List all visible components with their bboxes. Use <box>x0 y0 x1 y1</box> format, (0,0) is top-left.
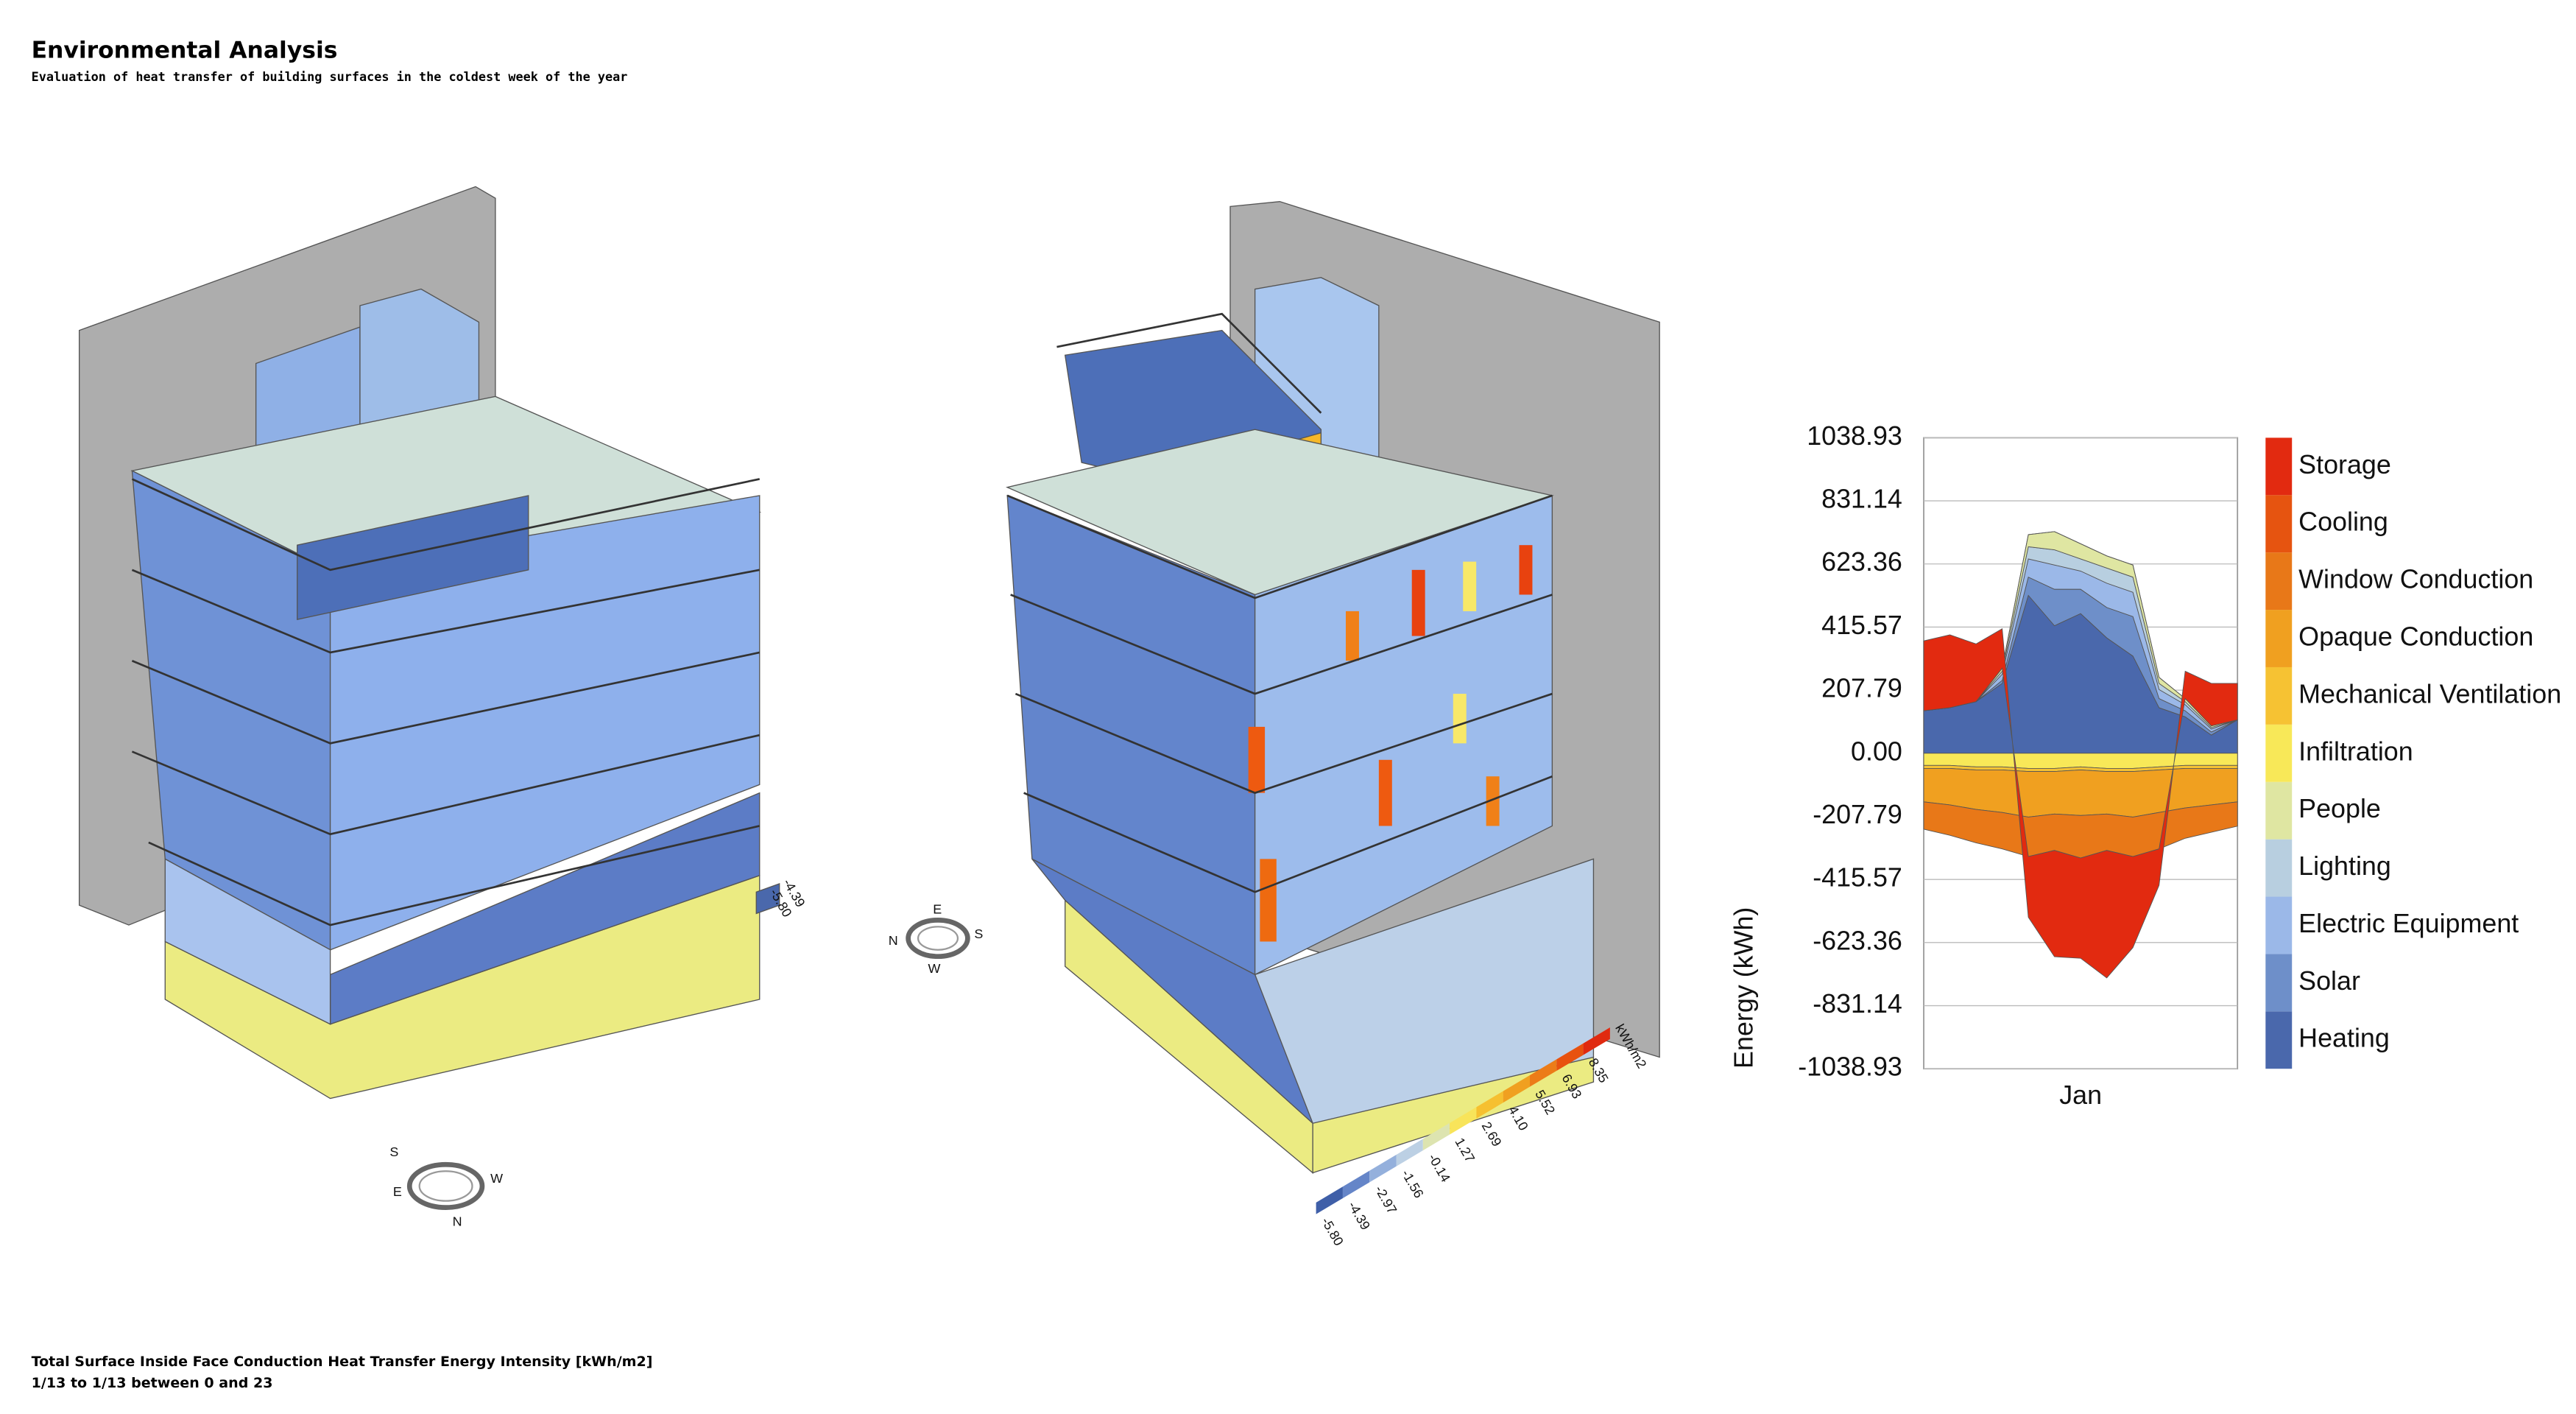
right-compass <box>906 917 970 960</box>
compass-label: N <box>889 933 898 948</box>
y-tick-label: -207.79 <box>1813 800 1902 829</box>
legend-label: Mechanical Ventilation <box>2298 679 2561 708</box>
y-tick-label: 415.57 <box>1821 611 1902 640</box>
compass-label: W <box>928 961 941 976</box>
ramp-label: 1.27 <box>1452 1135 1478 1164</box>
compass-label: S <box>389 1144 398 1159</box>
y-tick-label: 1038.93 <box>1807 421 1902 451</box>
area <box>1923 627 2238 979</box>
ramp-swatch <box>1529 1059 1557 1087</box>
ramp-swatch <box>1503 1074 1530 1103</box>
y-tick-label: -1038.93 <box>1798 1052 1902 1082</box>
y-tick-label: -623.36 <box>1813 926 1902 955</box>
y-tick-label: 207.79 <box>1821 674 1902 703</box>
compass-label: W <box>490 1171 503 1186</box>
ramp-swatch <box>1556 1043 1584 1072</box>
legend-label: Storage <box>2298 450 2391 479</box>
ramp-swatch <box>1422 1122 1450 1151</box>
y-tick-label: 623.36 <box>1821 547 1902 577</box>
x-tick-label: Jan <box>2059 1080 2102 1110</box>
legend-label: Electric Equipment <box>2298 909 2519 938</box>
left-building <box>78 186 780 1100</box>
legend-swatch <box>2265 724 2293 782</box>
compass-label: E <box>933 901 942 916</box>
y-tick-label: -415.57 <box>1813 863 1902 893</box>
legend-swatch <box>2265 839 2293 897</box>
legend-swatch <box>2265 552 2293 611</box>
subtitle: Evaluation of heat transfer of building … <box>32 69 628 84</box>
left-compass <box>406 1161 485 1210</box>
ramp-swatch <box>1316 1186 1343 1214</box>
legend-label: People <box>2298 794 2381 823</box>
legend-label: Solar <box>2298 966 2360 996</box>
ramp-label: -0.14 <box>1425 1151 1453 1184</box>
footnote: 1/13 to 1/13 between 0 and 23 <box>32 1375 273 1391</box>
legend-swatch <box>2265 954 2293 1012</box>
legend-swatch <box>2265 781 2293 840</box>
legend-label: Lighting <box>2298 851 2391 881</box>
ramp-swatch <box>1369 1155 1397 1183</box>
ramp-swatch <box>1450 1107 1477 1135</box>
ramp-label: 4.10 <box>1506 1103 1531 1133</box>
legend-swatch <box>2265 896 2293 954</box>
legend-swatch <box>2265 666 2293 725</box>
legend-label: Infiltration <box>2298 736 2413 766</box>
legend-swatch <box>2265 437 2293 496</box>
legend-label: Cooling <box>2298 507 2388 537</box>
legend-label: Heating <box>2298 1024 2390 1053</box>
legend-label: Opaque Conduction <box>2298 622 2533 652</box>
y-tick-label: -831.14 <box>1813 989 1902 1019</box>
compass-label: S <box>974 926 983 941</box>
ramp-label: 2.69 <box>1479 1119 1505 1149</box>
chart: -1038.93 -831.14 -623.36 -415.57 -207.79 0.00… <box>1798 421 2561 1110</box>
y-tick-label: 831.14 <box>1821 485 1902 514</box>
title: Environmental Analysis <box>32 38 338 64</box>
ramp-swatch <box>1396 1139 1423 1167</box>
legend-swatch <box>2265 1011 2293 1069</box>
compass-label: E <box>393 1184 402 1199</box>
ramp-swatch <box>1583 1027 1610 1055</box>
legend-label: Window Conduction <box>2298 565 2533 594</box>
ramp-label: -2.97 <box>1372 1183 1400 1216</box>
compass-label: N <box>453 1214 462 1228</box>
ramp-label: -4.39 <box>1345 1199 1373 1232</box>
legend-swatch <box>2265 610 2293 667</box>
legend-swatch <box>2265 495 2293 553</box>
y-axis-label: Energy (kWh) <box>1729 907 1758 1069</box>
ramp-label: -5.80 <box>1319 1215 1347 1248</box>
ramp-swatch <box>1476 1091 1503 1119</box>
right-building <box>1006 200 1660 1174</box>
ramp-swatch <box>1342 1170 1370 1198</box>
ramp-label: -1.56 <box>1399 1167 1427 1200</box>
footnote: Total Surface Inside Face Conduction Hea… <box>32 1354 653 1370</box>
y-tick-label: 0.00 <box>1851 736 1902 766</box>
